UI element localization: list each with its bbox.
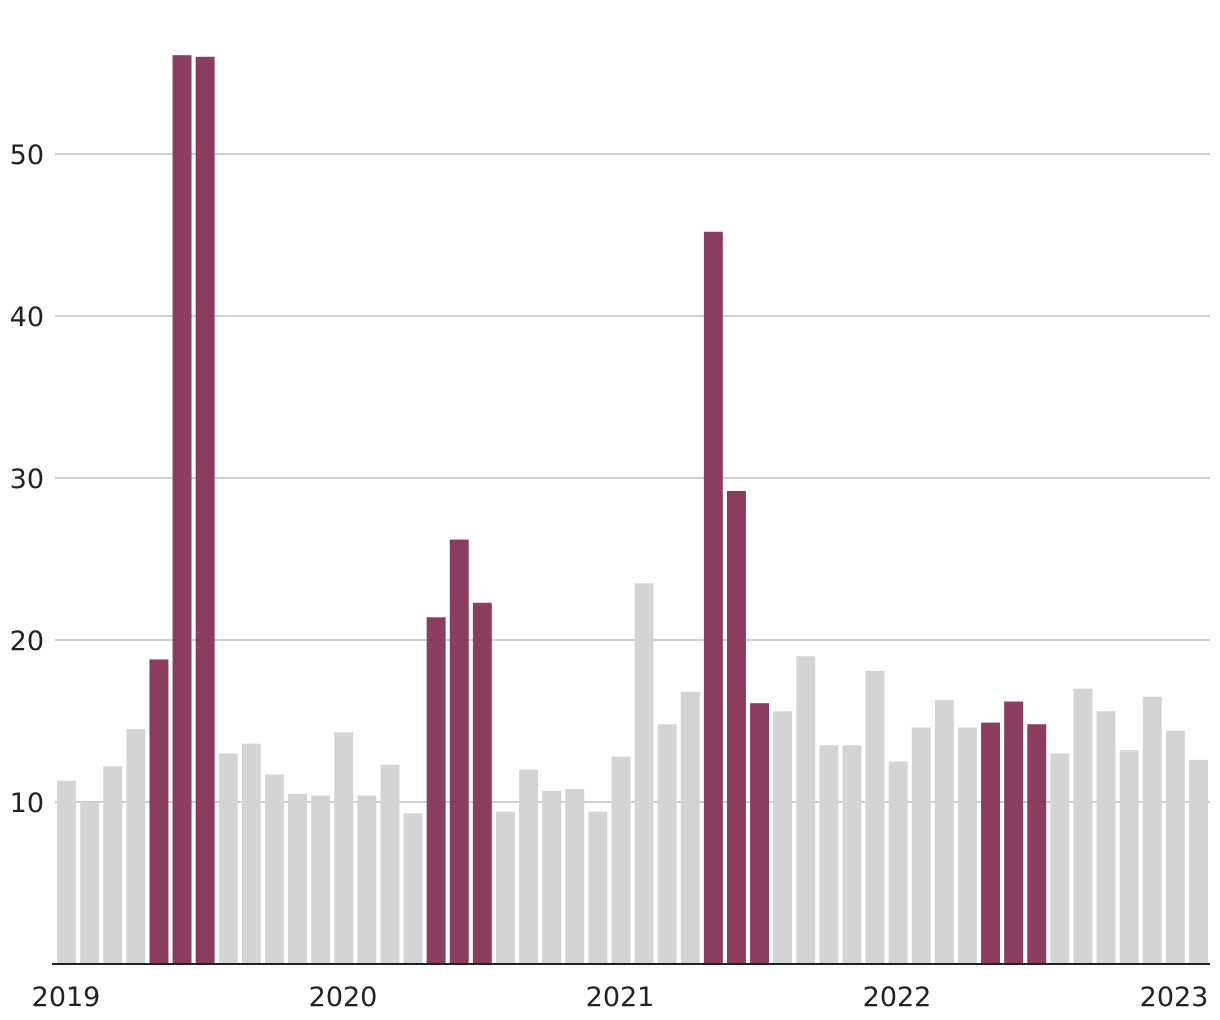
bar-2023-01 — [1165, 730, 1185, 964]
bar-2019-09 — [241, 743, 261, 964]
bar-2022-10 — [1096, 711, 1116, 964]
x-tick-label-2020: 2020 — [309, 982, 378, 1013]
x-tick-label-2019: 2019 — [32, 982, 101, 1013]
bar-2020-08 — [495, 811, 515, 964]
bar-2021-07-highlight — [750, 703, 770, 964]
bar-2021-10 — [819, 745, 839, 964]
bar-2022-09 — [1073, 688, 1093, 964]
bar-2020-03 — [380, 764, 400, 964]
bar-2022-11 — [1119, 750, 1139, 964]
bar-2019-04 — [126, 729, 146, 964]
bar-2019-02 — [80, 802, 100, 964]
bar-2021-03 — [657, 724, 677, 964]
bar-2019-05-highlight — [149, 659, 169, 964]
bar-2021-01 — [611, 756, 631, 964]
bar-2020-07-highlight — [472, 602, 492, 964]
bar-2022-04 — [957, 727, 977, 964]
bar-2021-06-highlight — [726, 490, 746, 964]
y-tick-label-40: 40 — [10, 302, 44, 333]
y-tick-label-20: 20 — [10, 626, 44, 657]
bar-2022-08 — [1050, 753, 1070, 964]
x-tick-labels: 2019 2020 2021 2022 2023 — [32, 982, 1209, 1013]
bar-2021-08 — [773, 711, 793, 964]
bar-2020-01 — [334, 732, 354, 964]
bar-2021-09 — [796, 656, 816, 964]
bar-2019-08 — [218, 753, 238, 964]
bars — [57, 55, 1208, 965]
bar-2021-02 — [634, 583, 654, 964]
bar-2020-02 — [357, 795, 377, 964]
bar-2020-11 — [565, 789, 585, 964]
bar-2021-05-highlight — [703, 231, 723, 964]
bar-2022-06-highlight — [1004, 701, 1024, 964]
bar-2021-12 — [865, 670, 885, 964]
y-tick-label-30: 30 — [10, 464, 44, 495]
bar-2022-03 — [934, 699, 954, 964]
y-tick-label-10: 10 — [10, 788, 44, 819]
bar-2022-12 — [1142, 696, 1162, 964]
bar-2023-02 — [1188, 759, 1208, 964]
gridlines — [55, 153, 1210, 803]
bar-2022-02 — [911, 727, 931, 964]
bar-2021-04 — [680, 691, 700, 964]
x-tick-label-2022: 2022 — [863, 982, 932, 1013]
bar-2022-01 — [888, 761, 908, 964]
bar-2020-10 — [542, 790, 562, 964]
bar-2020-05-highlight — [426, 617, 446, 964]
bar-2019-01 — [57, 780, 77, 964]
x-tick-label-2023: 2023 — [1140, 982, 1209, 1013]
bar-2020-09 — [519, 769, 539, 964]
y-tick-labels: 10 20 30 40 50 — [10, 140, 44, 819]
bar-2019-03 — [103, 766, 123, 964]
bar-2019-06-highlight — [172, 55, 192, 965]
bar-2022-07-highlight — [1027, 724, 1047, 964]
x-tick-label-2021: 2021 — [586, 982, 655, 1013]
bar-2020-06-highlight — [449, 539, 469, 964]
bar-2022-05-highlight — [981, 722, 1001, 964]
bar-2019-11 — [288, 793, 308, 964]
bar-2020-04 — [403, 813, 423, 964]
y-tick-label-50: 50 — [10, 140, 44, 171]
bar-2019-07-highlight — [195, 56, 215, 965]
bar-2020-12 — [588, 811, 608, 964]
bar-2019-10 — [264, 774, 284, 964]
bar-2019-12 — [311, 795, 331, 964]
bar-2021-11 — [842, 745, 862, 964]
